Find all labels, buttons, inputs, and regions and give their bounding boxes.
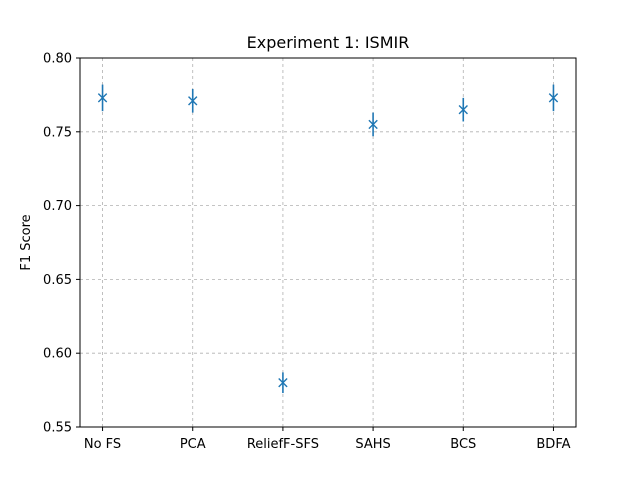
x-tick-label: BDFA	[536, 437, 570, 452]
x-tick-label: BCS	[450, 437, 476, 452]
y-tick-label: 0.80	[43, 52, 72, 67]
x-tick-label: ReliefF-SFS	[247, 437, 319, 452]
y-tick-label: 0.60	[43, 347, 72, 362]
x-tick-label: SAHS	[355, 437, 390, 452]
x-tick-label: No FS	[84, 437, 121, 452]
data-point	[548, 93, 559, 103]
y-tick-label: 0.75	[43, 125, 72, 140]
data-point	[278, 378, 288, 388]
data-point	[368, 119, 378, 130]
data-point	[97, 93, 108, 103]
chart-title: Experiment 1: ISMIR	[247, 33, 410, 52]
y-axis-label: F1 Score	[19, 214, 34, 270]
data-point	[458, 104, 468, 115]
y-tick-label: 0.65	[43, 273, 72, 288]
x-tick-label: PCA	[180, 437, 206, 452]
axis-ticks: 0.55 0.60 0.65 0.70 0.75 0.80 No FS PCA ReliefF-…	[43, 52, 571, 453]
y-tick-label: 0.70	[43, 199, 72, 214]
plot-frame	[79, 57, 577, 428]
y-tick-label: 0.55	[43, 421, 72, 436]
data-marks	[97, 84, 559, 394]
data-point	[188, 96, 198, 106]
